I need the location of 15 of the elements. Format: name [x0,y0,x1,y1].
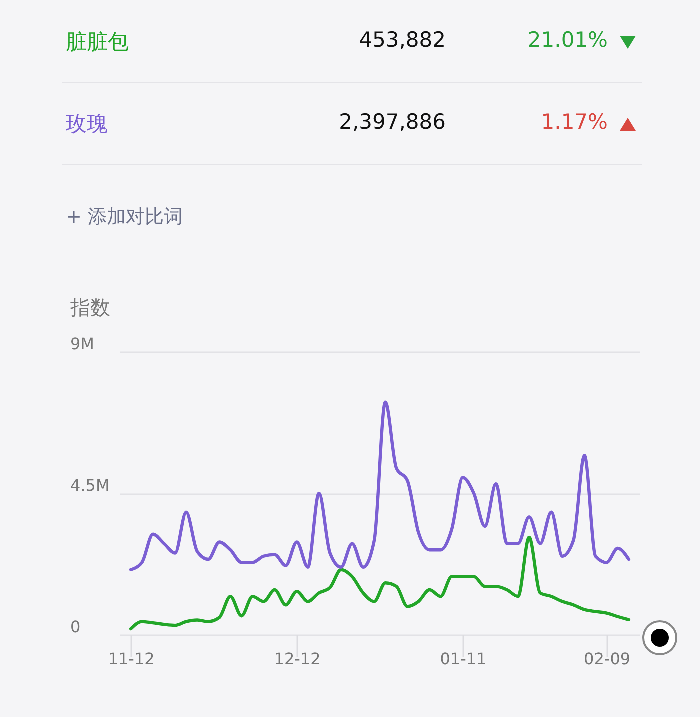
x-tick-label: 12-12 [274,650,321,668]
x-tick-label: 11-12 [108,650,155,668]
text: 玫瑰 [66,111,108,138]
text: 21.01% [528,28,608,52]
y-axis-title: 指数 [70,296,110,320]
y-tick-label: 4.5M [70,476,110,495]
text: 1.17% [541,110,608,134]
text: 453,882 [359,28,446,52]
text: 2,397,886 [339,110,446,134]
y-tick-label: 0 [70,618,81,636]
y-tick-label: 9M [70,334,94,354]
x-tick-label: 02-09 [584,650,631,668]
text: 脏脏包 [66,29,129,56]
x-tick-label: 01-11 [440,650,487,668]
text: + 添加对比词 [66,205,183,230]
